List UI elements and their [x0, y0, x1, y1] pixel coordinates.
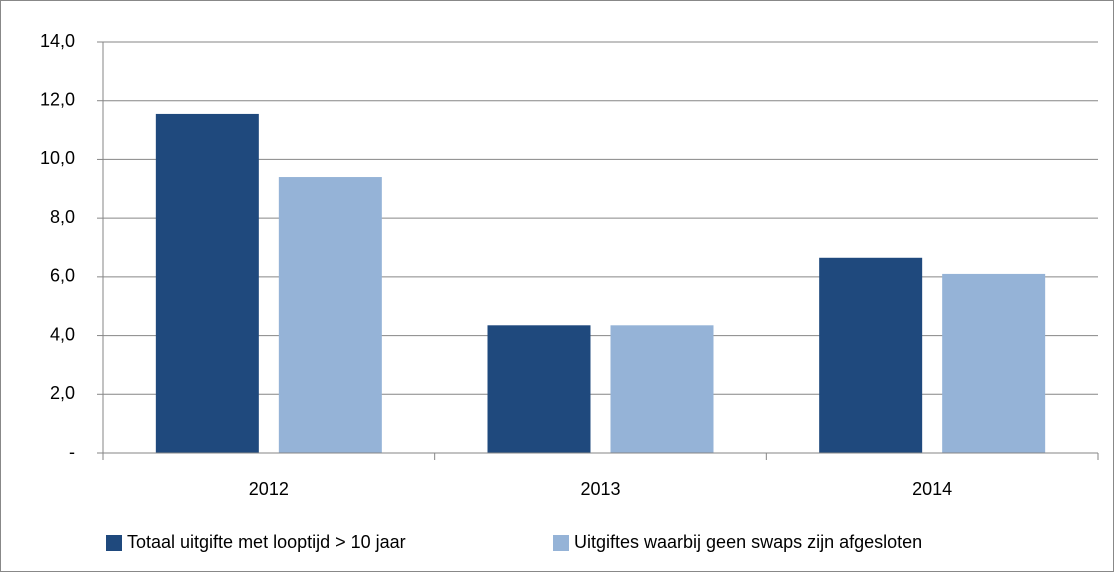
- bar: [819, 257, 923, 453]
- legend-label: Uitgiftes waarbij geen swaps zijn afgesl…: [574, 532, 922, 552]
- y-tick-label: -: [69, 442, 75, 462]
- bar: [942, 273, 1046, 453]
- x-tick-label: 2013: [580, 479, 620, 499]
- y-tick-label: 12,0: [40, 89, 75, 109]
- bar: [487, 325, 591, 453]
- legend-label: Totaal uitgifte met looptijd > 10 jaar: [127, 532, 406, 552]
- y-tick-label: 2,0: [50, 383, 75, 403]
- y-tick-label: 4,0: [50, 324, 75, 344]
- bar: [278, 177, 382, 454]
- x-tick-label: 2012: [249, 479, 289, 499]
- bar: [610, 325, 714, 453]
- y-tick-label: 14,0: [40, 31, 75, 51]
- bar: [155, 113, 259, 454]
- y-tick-label: 10,0: [40, 148, 75, 168]
- x-tick-label: 2014: [912, 479, 952, 499]
- y-tick-label: 8,0: [50, 207, 75, 227]
- legend-swatch: [553, 535, 569, 551]
- y-tick-label: 6,0: [50, 266, 75, 286]
- legend-swatch: [106, 535, 122, 551]
